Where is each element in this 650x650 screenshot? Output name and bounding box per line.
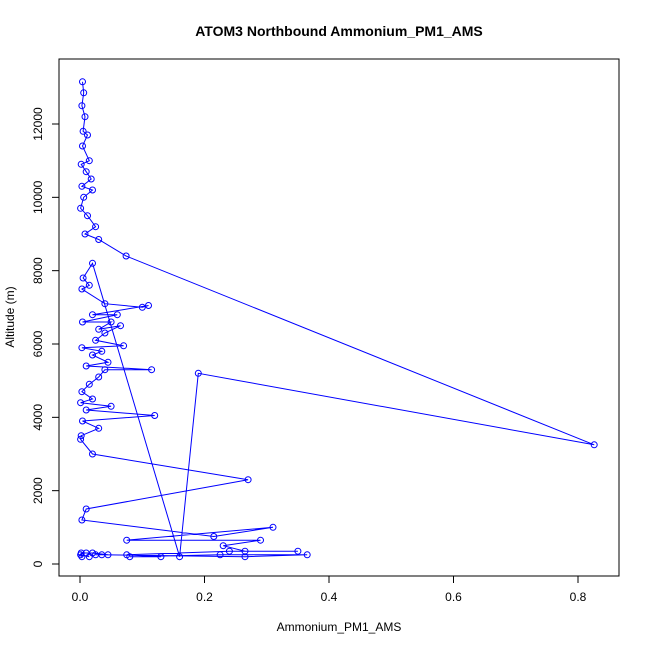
data-point [303,551,311,559]
data-point [79,78,86,86]
data-point [176,553,184,561]
data-point [79,127,87,135]
data-point [79,274,87,282]
data-point [77,160,85,168]
y-tick-label: 2000 [31,477,45,504]
data-point [194,369,202,377]
y-axis: 0 2000 4000 6000 8000 10000 12000 [31,107,60,567]
data-point [85,157,93,165]
data-point [210,533,218,540]
data-point [120,342,128,350]
data-point [157,553,165,561]
data-point [81,113,89,121]
data-point [82,505,90,513]
data-point [216,551,224,559]
data-point [89,395,96,403]
y-tick-label: 0 [31,560,45,567]
x-axis-label: Ammonium_PM1_AMS [277,620,402,634]
data-point [95,325,103,333]
data-point [145,302,152,309]
data-point [104,358,112,366]
data-point [82,362,90,370]
data-point [138,303,146,311]
y-tick-label: 10000 [31,180,45,214]
y-tick-label: 6000 [31,330,45,357]
x-tick-label: 0.4 [321,590,338,604]
x-tick-label: 0.2 [196,590,213,604]
data-point [78,388,86,396]
data-point [77,204,85,212]
chart-title: ATOM3 Northbound Ammonium_PM1_AMS [195,23,483,39]
data-point [113,311,121,319]
data-point [84,212,91,220]
data-point [95,236,103,243]
x-axis: 0.0 0.2 0.4 0.6 0.8 [72,575,587,604]
y-axis-label: Altitude (m) [3,286,17,347]
data-point [89,351,96,359]
data-point [89,450,96,458]
data-point [77,435,85,443]
data-point [148,366,156,374]
data-point [219,542,227,550]
data-point [78,182,86,190]
data-point [107,402,115,410]
y-tick-label: 8000 [31,257,45,284]
data-point [89,186,96,194]
data-point [101,300,109,308]
x-tick-label: 0.6 [445,590,462,604]
data-point [89,259,96,267]
data-point [79,318,86,326]
data-point [79,417,86,425]
data-point [98,347,106,355]
y-tick-label: 4000 [31,404,45,431]
data-point [78,285,86,293]
data-point [89,311,96,319]
data-point [78,516,86,524]
data-point [80,193,88,201]
data-point [294,547,302,555]
data-point [101,366,109,374]
series-line [79,81,595,558]
x-tick-label: 0.0 [72,590,89,604]
data-point [225,547,233,555]
data-point [84,131,91,139]
data-point [590,441,598,449]
series-group [77,78,598,561]
data-point [82,168,90,176]
data-point [79,142,86,150]
data-point [80,89,88,97]
data-point [151,412,159,419]
data-point [77,432,85,440]
data-point [82,406,90,414]
data-point [85,380,93,388]
data-point [78,553,86,561]
data-point [78,102,86,110]
data-point [85,553,93,561]
x-tick-label: 0.8 [570,590,587,604]
data-point [269,523,277,531]
data-point [122,252,130,260]
data-point [77,551,85,559]
data-point [95,373,103,381]
data-point [117,322,124,330]
data-point [104,551,112,559]
data-point [107,318,115,326]
data-point [241,553,249,561]
data-point [81,230,89,238]
data-point [244,476,252,484]
data-point [123,536,131,544]
data-point [85,281,93,289]
data-point [257,536,264,544]
data-point [126,553,134,561]
data-point [92,336,100,344]
data-point [78,344,86,352]
data-point [95,424,103,432]
data-point [92,223,100,231]
data-point [77,399,85,407]
data-point [87,175,95,183]
y-tick-label: 12000 [31,107,45,141]
data-point [101,329,109,337]
